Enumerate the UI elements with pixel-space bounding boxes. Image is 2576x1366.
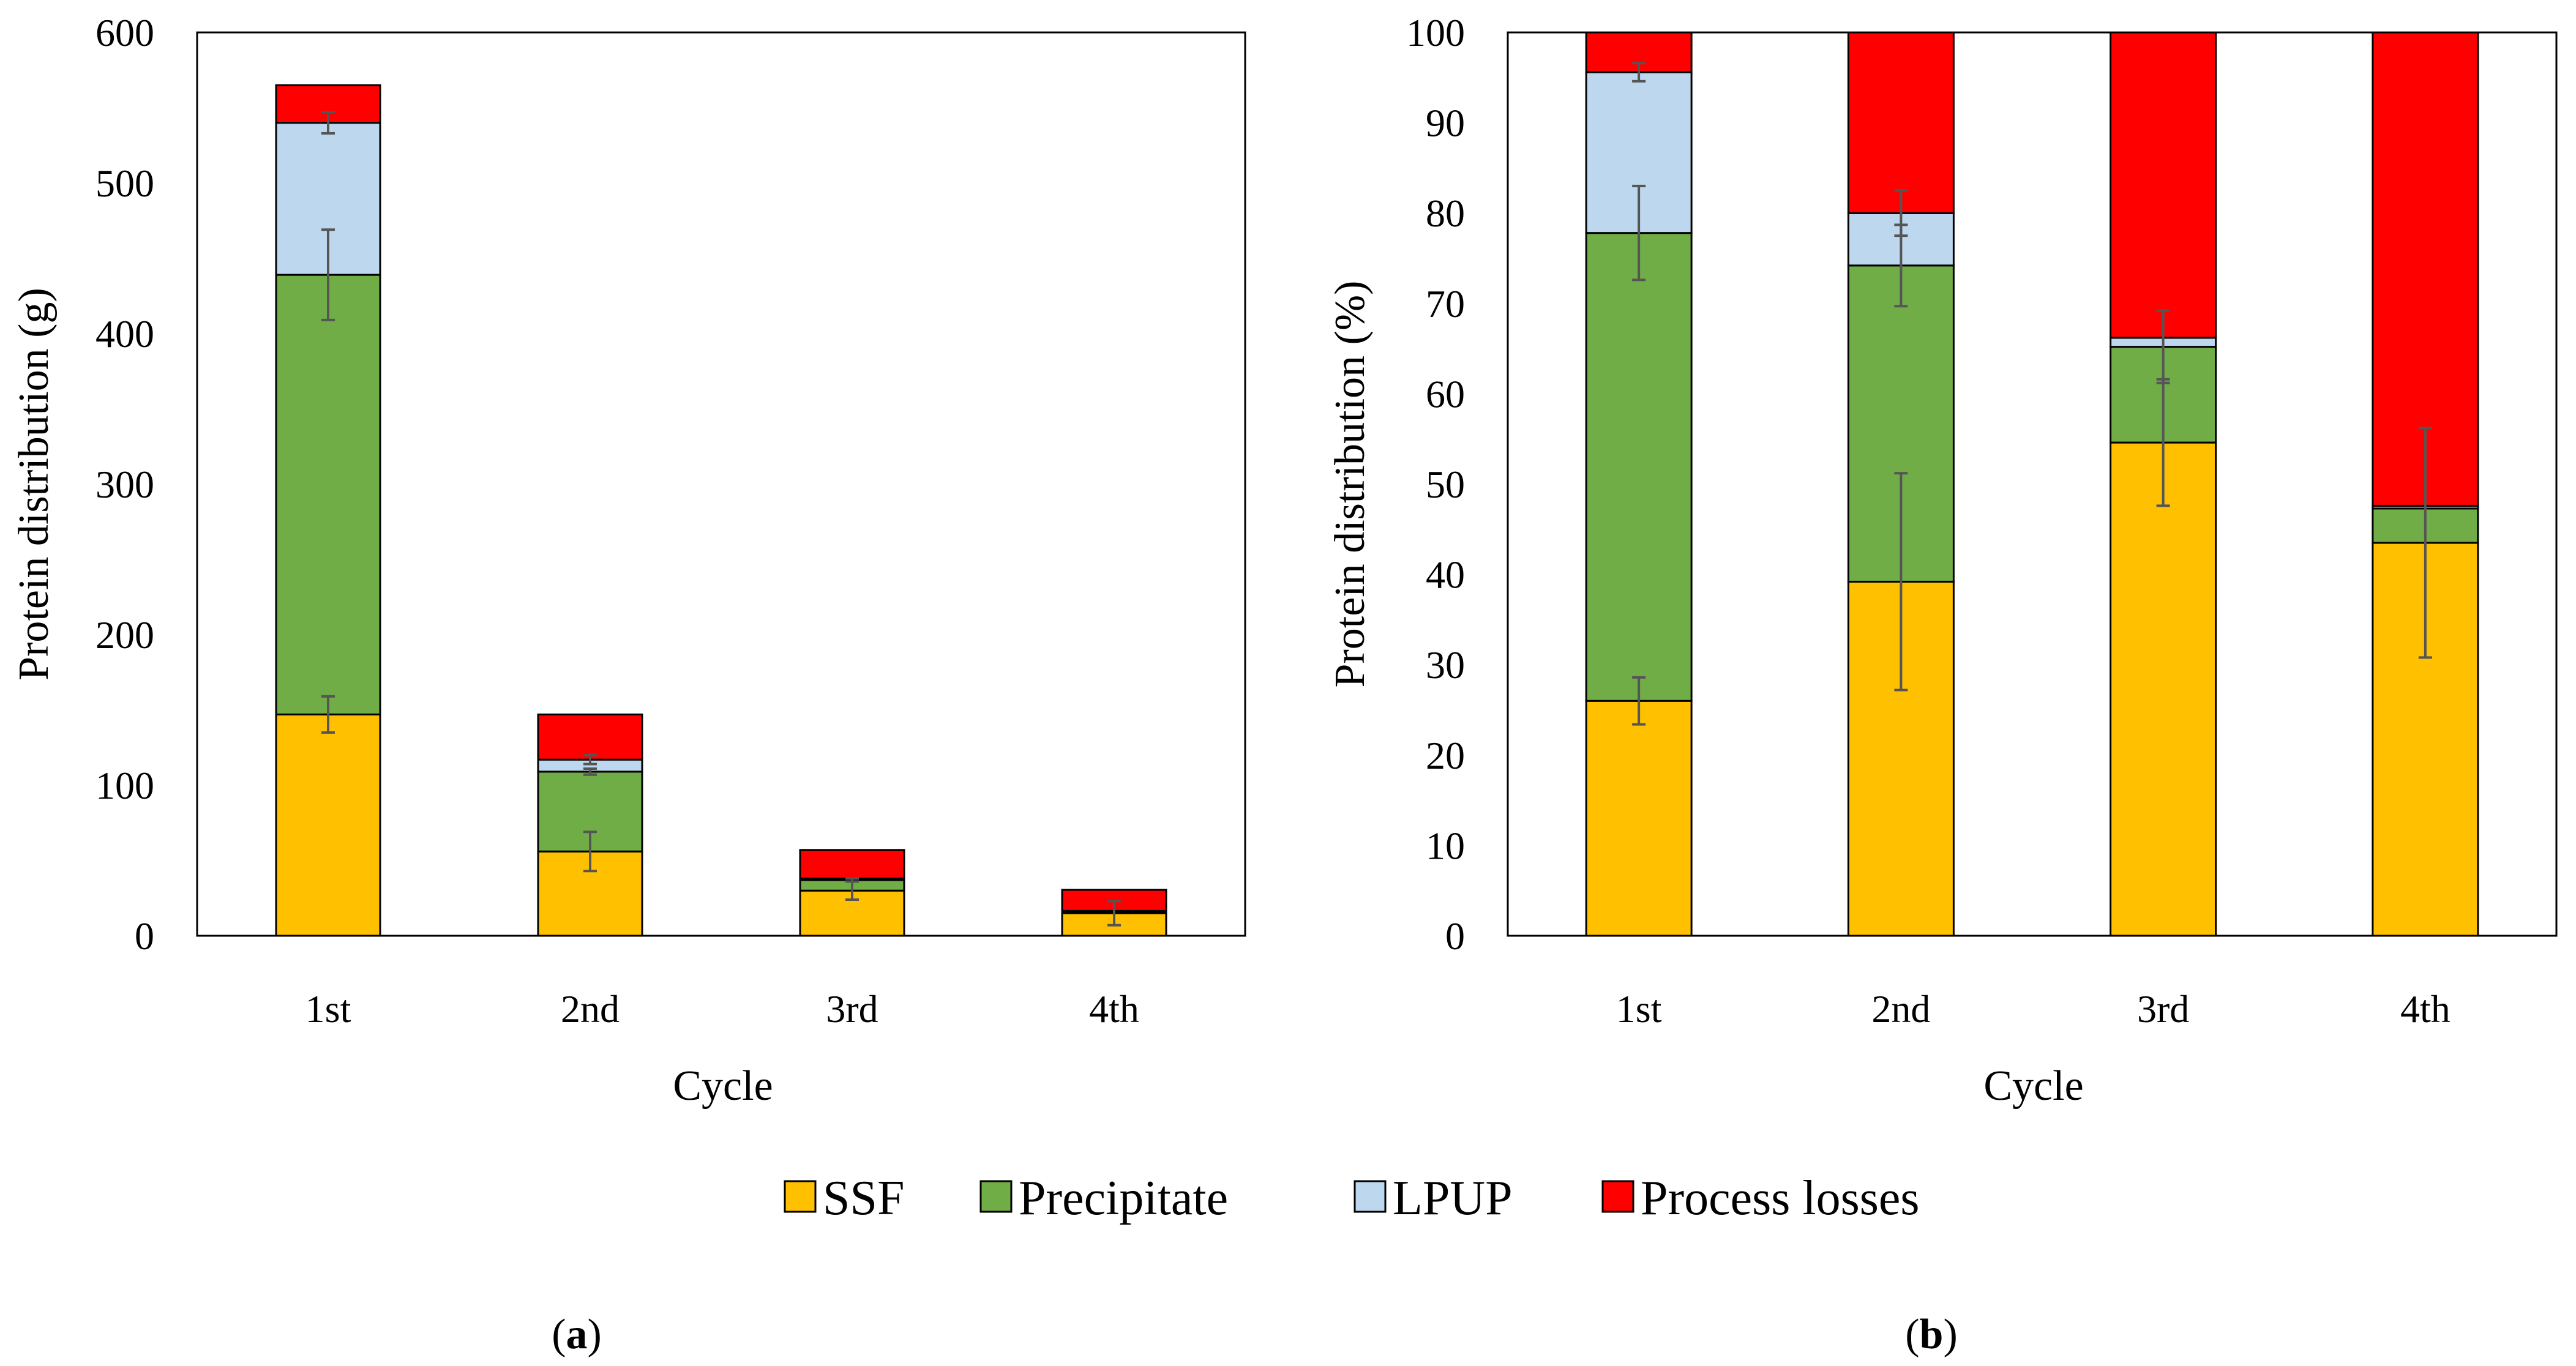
chart-a-y-tick-label: 0 [135,914,154,958]
legend: SSF Precipitate LPUP Process losses [784,1171,1920,1225]
chart-a-error-bar-lpup-2nd [583,753,597,766]
legend-item-lpup: LPUP [1354,1171,1513,1225]
chart-a-panel-label: (a) [552,1311,602,1358]
chart-b-panel-letter: b [1920,1311,1944,1358]
chart-a-bar-ssf-1st [275,713,381,937]
chart-a-x-tick-label: 1st [305,987,351,1031]
chart-b-error-bar-ssf-4th [2418,427,2432,659]
chart-a-bar-precipitate-1st [275,274,381,715]
chart-a-error-bar-ssf-1st [321,695,335,734]
chart-b-bar-process-losses-2nd [1847,31,1955,214]
legend-label-process-losses: Process losses [1641,1171,1920,1225]
chart-a-y-tick-label: 200 [95,613,154,657]
chart-b-y-tick-label: 70 [1426,282,1465,326]
chart-a-x-axis-label: Cycle [673,1062,773,1110]
chart-b-error-bar-lpup-2nd [1894,189,1908,237]
chart-b-bar-precipitate-1st [1585,232,1693,702]
svg-text:(a): (a) [552,1311,602,1358]
chart-b-error-bar-lpup-1st [1632,62,1646,83]
chart-a-y-tick-label: 100 [95,764,154,807]
chart-a-x-tick-label: 2nd [561,987,620,1031]
chart-b: 0 10 20 30 40 50 60 70 80 90 100 1st 2nd 3rd 4th Cycl… [1327,11,2558,1358]
chart-a-plot-area [196,31,1246,937]
chart-a-bars [275,84,1167,937]
chart-a-error-bar-precipitate-3rd [845,877,859,883]
chart-b-y-ticks: 0 10 20 30 40 50 60 70 80 90 100 [1406,11,1465,958]
chart-a-y-tick-label: 500 [95,162,154,205]
chart-b-x-tick-label: 1st [1616,987,1662,1031]
chart-b-x-tick-label: 3rd [2137,987,2189,1031]
chart-b-y-tick-label: 80 [1426,192,1465,235]
chart-b-error-bar-ssf-2nd [1894,472,1908,692]
legend-swatch-lpup [1354,1180,1387,1213]
chart-b-y-tick-label: 10 [1426,824,1465,867]
legend-label-precipitate: Precipitate [1019,1171,1228,1225]
chart-a-y-axis-label: Protein distribution (g) [10,288,58,681]
chart-a-error-bar-ssf-2nd [583,830,597,873]
legend-label-ssf: SSF [823,1171,904,1225]
chart-b-y-tick-label: 100 [1406,11,1465,54]
chart-b-x-tick-label: 2nd [1871,987,1930,1031]
chart-a-error-bar-precipitate-1st [321,228,335,321]
chart-b-y-tick-label: 0 [1445,914,1465,958]
chart-a-y-ticks: 0 100 200 300 400 500 600 [95,11,154,958]
chart-b-bar-process-losses-3rd [2110,31,2217,339]
legend-swatch-process-losses [1601,1180,1634,1213]
chart-a-y-tick-label: 300 [95,463,154,506]
chart-b-error-bar-ssf-1st [1632,676,1646,726]
chart-a-x-ticks: 1st 2nd 3rd 4th [305,987,1139,1031]
chart-b-x-ticks: 1st 2nd 3rd 4th [1616,987,2451,1031]
svg-text:(b): (b) [1905,1311,1958,1358]
chart-b-y-tick-label: 60 [1426,372,1465,416]
legend-swatch-precipitate [979,1180,1013,1213]
chart-b-plot-area [1507,31,2558,937]
chart-a-x-tick-label: 4th [1089,987,1139,1031]
chart-b-y-tick-label: 90 [1426,102,1465,145]
chart-a-y-tick-label: 400 [95,312,154,356]
chart-b-y-tick-label: 40 [1426,553,1465,597]
chart-b-x-axis-label: Cycle [1983,1062,2083,1110]
chart-a-bar-process-losses-2nd [537,713,643,761]
chart-a-bar-process-losses-3rd [799,849,905,880]
legend-swatch-ssf [784,1180,817,1213]
chart-b-bars [1585,31,2479,937]
chart-b-x-tick-label: 4th [2400,987,2451,1031]
chart-a-x-tick-label: 3rd [826,987,878,1031]
chart-a-error-bar-precipitate-2nd [583,767,597,776]
chart-b-y-tick-label: 30 [1426,643,1465,687]
chart-a: 0 100 200 300 400 500 600 1st 2nd 3rd 4th Cycle P… [10,11,1246,1358]
chart-b-panel-label: (b) [1905,1311,1958,1358]
legend-item-precipitate: Precipitate [979,1171,1228,1225]
legend-item-process-losses: Process losses [1601,1171,1920,1225]
chart-b-error-bar-precipitate-3rd [2156,309,2170,384]
legend-label-lpup: LPUP [1393,1171,1513,1225]
chart-b-y-tick-label: 50 [1426,463,1465,506]
chart-b-y-axis-label: Protein distribution (%) [1327,281,1374,688]
chart-b-bar-ssf-1st [1585,700,1693,937]
chart-a-y-tick-label: 600 [95,11,154,54]
chart-b-bar-ssf-3rd [2110,441,2217,937]
chart-b-error-bar-precipitate-1st [1632,184,1646,282]
legend-item-ssf: SSF [784,1171,904,1225]
chart-a-panel-letter: a [566,1311,588,1358]
chart-a-error-bar-lpup-1st [321,111,335,135]
chart-b-y-tick-label: 20 [1426,734,1465,777]
chart-a-error-bar-ssf-4th [1107,900,1121,927]
